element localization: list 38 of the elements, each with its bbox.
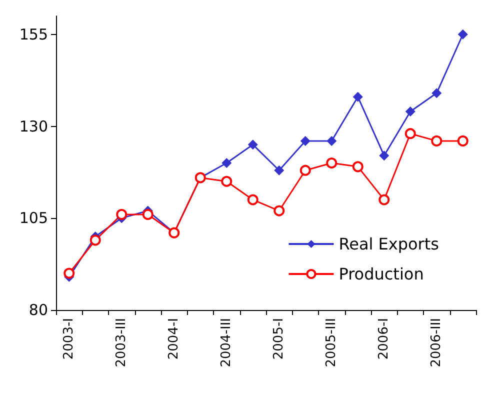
point bbox=[90, 234, 101, 246]
y-tick-label: 80 bbox=[28, 301, 48, 319]
point bbox=[116, 208, 128, 220]
point bbox=[458, 29, 468, 40]
point bbox=[222, 158, 232, 168]
x-tick-label: 2006-III bbox=[429, 318, 444, 368]
point bbox=[300, 136, 310, 146]
point bbox=[142, 208, 154, 220]
point bbox=[326, 136, 337, 146]
x-tick-label: 2006-I bbox=[376, 318, 392, 360]
point bbox=[352, 92, 363, 102]
point bbox=[352, 161, 364, 172]
point bbox=[405, 106, 416, 117]
point bbox=[326, 158, 338, 168]
point bbox=[431, 135, 442, 146]
x-tick-label: 2004-I bbox=[166, 318, 182, 360]
y-tick-label: 105 bbox=[19, 209, 48, 228]
x-tick-label: 2003-I bbox=[62, 318, 77, 360]
point bbox=[274, 165, 284, 176]
point bbox=[300, 164, 311, 176]
x-tick-label: 2003-III bbox=[114, 318, 130, 368]
y-tick-label: 130 bbox=[19, 117, 48, 136]
point bbox=[379, 150, 390, 161]
point bbox=[274, 205, 285, 216]
point bbox=[221, 176, 232, 187]
point bbox=[64, 268, 75, 279]
x-tick-label: 2004-III bbox=[219, 318, 234, 368]
x-tick-label: 2005-I bbox=[272, 318, 287, 360]
point bbox=[404, 128, 416, 140]
point bbox=[248, 140, 258, 150]
point bbox=[432, 88, 442, 98]
point bbox=[457, 135, 468, 146]
legend-label: Real Exports bbox=[338, 234, 440, 254]
y-tick-label: 155 bbox=[19, 25, 48, 44]
x-tick-label: 2005-III bbox=[324, 318, 340, 368]
point bbox=[378, 194, 390, 206]
point bbox=[247, 194, 258, 206]
legend-label: Production bbox=[338, 264, 424, 284]
